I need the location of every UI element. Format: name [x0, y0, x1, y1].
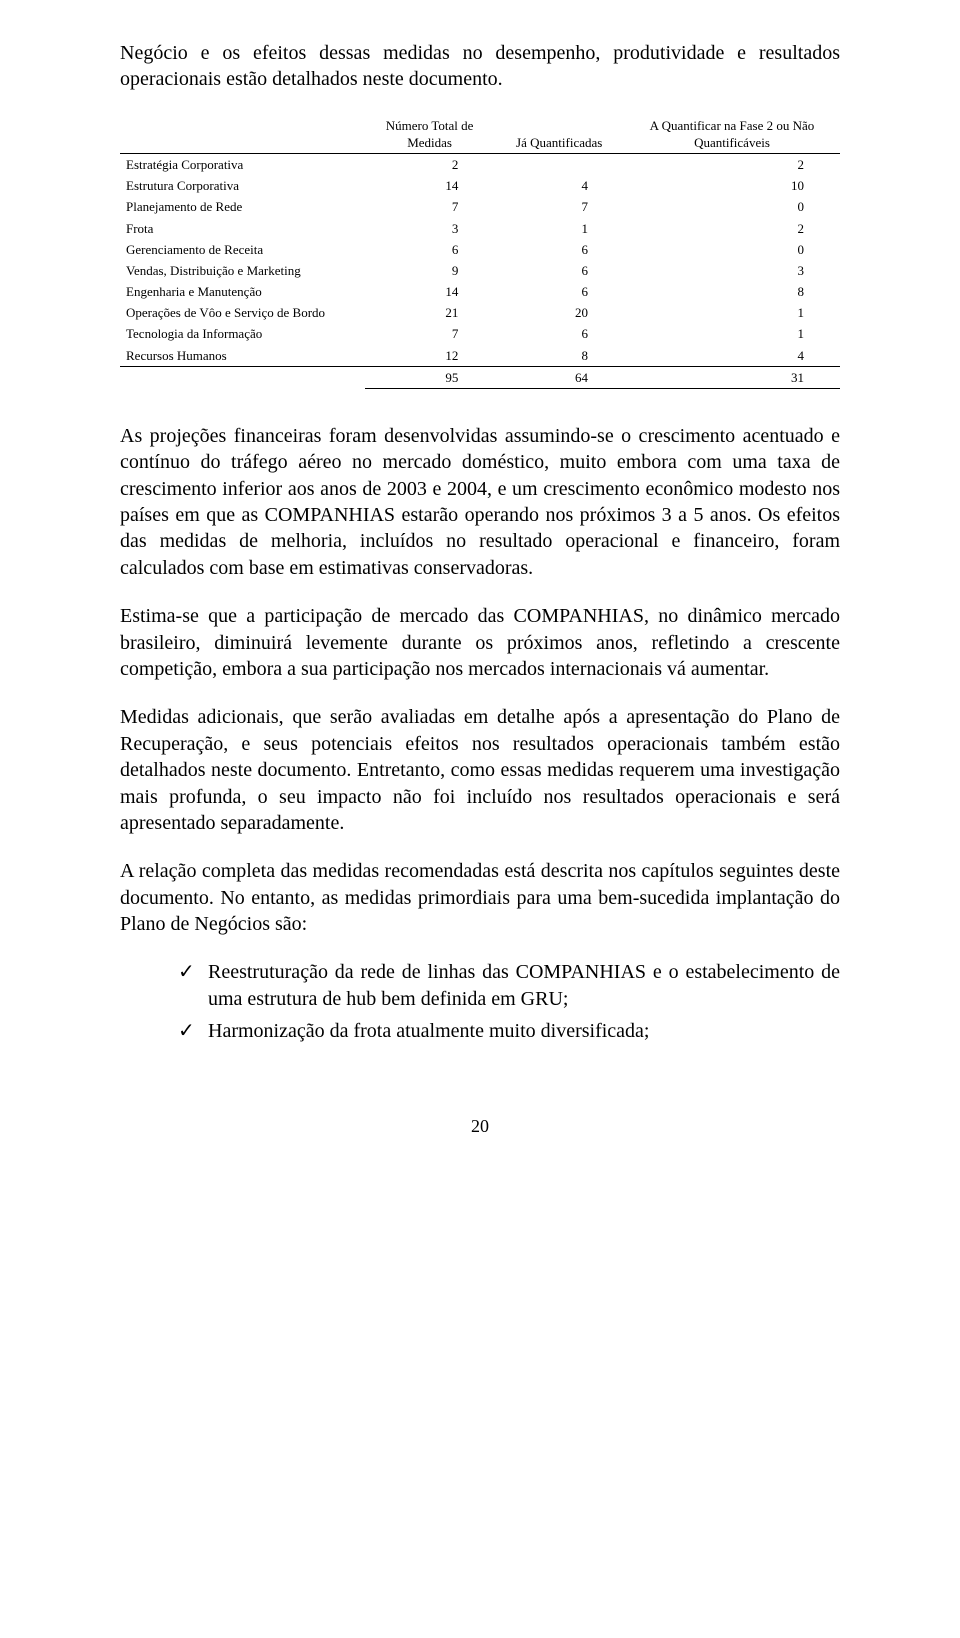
- table-header-row: Número Total de Medidas Já Quantificadas…: [120, 115, 840, 154]
- bullet-text: Harmonização da frota atualmente muito d…: [208, 1020, 649, 1042]
- row-label: Engenharia e Manutenção: [120, 281, 365, 302]
- table-total-row: 95 64 31: [120, 366, 840, 388]
- row-val-b: [494, 154, 624, 176]
- row-label: Estrutura Corporativa: [120, 175, 365, 196]
- row-label: Frota: [120, 218, 365, 239]
- row-label: Operações de Vôo e Serviço de Bordo: [120, 302, 365, 323]
- table-row: Operações de Vôo e Serviço de Bordo 21 2…: [120, 302, 840, 323]
- paragraph-1: As projeções financeiras foram desenvolv…: [120, 423, 840, 581]
- row-val-a: 12: [365, 345, 495, 367]
- page-number: 20: [120, 1115, 840, 1139]
- row-label: Tecnologia da Informação: [120, 323, 365, 344]
- row-label: Planejamento de Rede: [120, 196, 365, 217]
- row-val-b: 6: [494, 323, 624, 344]
- table-row: Gerenciamento de Receita 6 6 0: [120, 239, 840, 260]
- paragraph-2: Estima-se que a participação de mercado …: [120, 603, 840, 682]
- row-val-b: 1: [494, 218, 624, 239]
- total-label: [120, 366, 365, 388]
- check-icon: ✓: [178, 1018, 195, 1044]
- paragraph-4: A relação completa das medidas recomenda…: [120, 858, 840, 937]
- row-val-c: 3: [624, 260, 840, 281]
- row-val-c: 4: [624, 345, 840, 367]
- row-val-a: 6: [365, 239, 495, 260]
- row-label: Gerenciamento de Receita: [120, 239, 365, 260]
- row-val-b: 8: [494, 345, 624, 367]
- table-row: Vendas, Distribuição e Marketing 9 6 3: [120, 260, 840, 281]
- row-val-a: 7: [365, 196, 495, 217]
- row-val-a: 7: [365, 323, 495, 344]
- row-val-c: 1: [624, 302, 840, 323]
- paragraph-3: Medidas adicionais, que serão avaliadas …: [120, 704, 840, 836]
- row-val-c: 10: [624, 175, 840, 196]
- table-row: Recursos Humanos 12 8 4: [120, 345, 840, 367]
- table-row: Estratégia Corporativa 2 2: [120, 154, 840, 176]
- table-row: Tecnologia da Informação 7 6 1: [120, 323, 840, 344]
- table-row: Frota 3 1 2: [120, 218, 840, 239]
- row-val-c: 0: [624, 239, 840, 260]
- row-val-b: 6: [494, 239, 624, 260]
- row-label: Estratégia Corporativa: [120, 154, 365, 176]
- table-row: Engenharia e Manutenção 14 6 8: [120, 281, 840, 302]
- table-row: Planejamento de Rede 7 7 0: [120, 196, 840, 217]
- row-val-a: 3: [365, 218, 495, 239]
- row-label: Recursos Humanos: [120, 345, 365, 367]
- row-val-c: 0: [624, 196, 840, 217]
- check-icon: ✓: [178, 959, 195, 985]
- row-val-a: 21: [365, 302, 495, 323]
- row-val-c: 2: [624, 218, 840, 239]
- header-col2: Já Quantificadas: [494, 115, 624, 154]
- total-c: 31: [624, 366, 840, 388]
- table-row: Estrutura Corporativa 14 4 10: [120, 175, 840, 196]
- list-item: ✓ Reestruturação da rede de linhas das C…: [178, 959, 840, 1012]
- row-val-b: 4: [494, 175, 624, 196]
- header-col1: Número Total de Medidas: [365, 115, 495, 154]
- row-label: Vendas, Distribuição e Marketing: [120, 260, 365, 281]
- row-val-b: 7: [494, 196, 624, 217]
- header-label: [120, 115, 365, 154]
- row-val-c: 2: [624, 154, 840, 176]
- row-val-c: 8: [624, 281, 840, 302]
- list-item: ✓ Harmonização da frota atualmente muito…: [178, 1018, 840, 1044]
- row-val-c: 1: [624, 323, 840, 344]
- row-val-a: 9: [365, 260, 495, 281]
- bullet-list: ✓ Reestruturação da rede de linhas das C…: [120, 959, 840, 1044]
- header-col3: A Quantificar na Fase 2 ou Não Quantific…: [624, 115, 840, 154]
- row-val-a: 14: [365, 175, 495, 196]
- row-val-a: 2: [365, 154, 495, 176]
- row-val-a: 14: [365, 281, 495, 302]
- row-val-b: 6: [494, 260, 624, 281]
- total-a: 95: [365, 366, 495, 388]
- total-b: 64: [494, 366, 624, 388]
- row-val-b: 20: [494, 302, 624, 323]
- row-val-b: 6: [494, 281, 624, 302]
- medidas-table: Número Total de Medidas Já Quantificadas…: [120, 115, 840, 389]
- intro-paragraph: Negócio e os efeitos dessas medidas no d…: [120, 40, 840, 93]
- bullet-text: Reestruturação da rede de linhas das COM…: [208, 961, 840, 1009]
